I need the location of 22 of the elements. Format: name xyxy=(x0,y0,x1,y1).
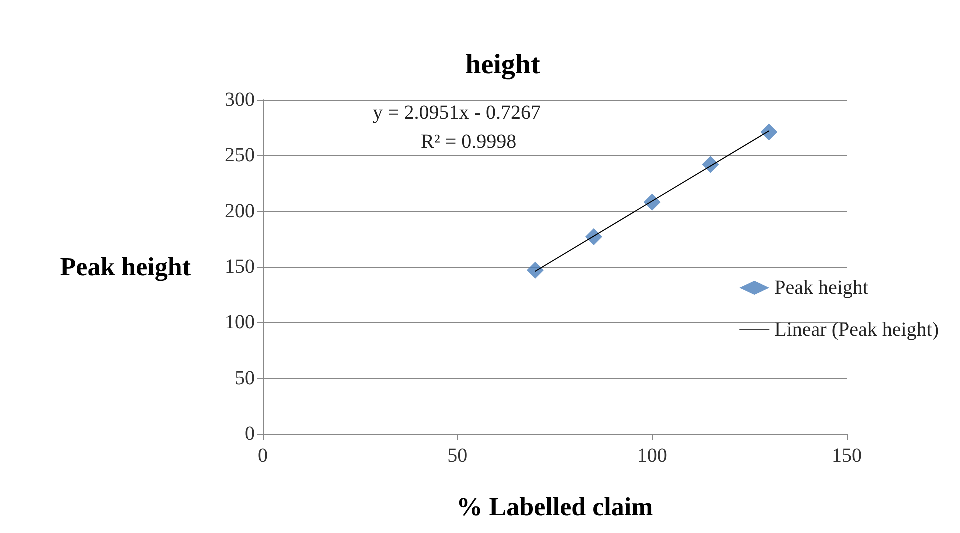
x-tick-label: 100 xyxy=(637,445,668,467)
legend-label: Linear (Peak height) xyxy=(774,319,939,341)
x-tick-label: 50 xyxy=(448,445,468,467)
x-tick-label: 150 xyxy=(832,445,862,467)
point xyxy=(527,262,544,279)
chart-title: height xyxy=(466,50,542,80)
x-axis-title: % Labelled claim xyxy=(456,492,654,522)
annotation: R² = 0.9998 xyxy=(420,131,517,153)
y-tick-label: 0 xyxy=(245,423,255,445)
y-tick-label: 100 xyxy=(225,312,255,334)
point xyxy=(644,194,661,211)
y-tick-label: 250 xyxy=(225,144,255,167)
y-tick-label: 300 xyxy=(225,89,255,111)
legend-label: Peak height xyxy=(774,277,869,299)
point xyxy=(760,124,778,141)
point xyxy=(702,156,720,174)
point xyxy=(585,228,602,246)
y-tick-label: 150 xyxy=(225,256,255,278)
y-axis-title: Peak height xyxy=(60,252,192,282)
y-tick-label: 50 xyxy=(235,367,255,390)
annotation: y = 2.0951x - 0.7267 xyxy=(372,102,541,124)
y-tick-label: 200 xyxy=(225,200,255,222)
